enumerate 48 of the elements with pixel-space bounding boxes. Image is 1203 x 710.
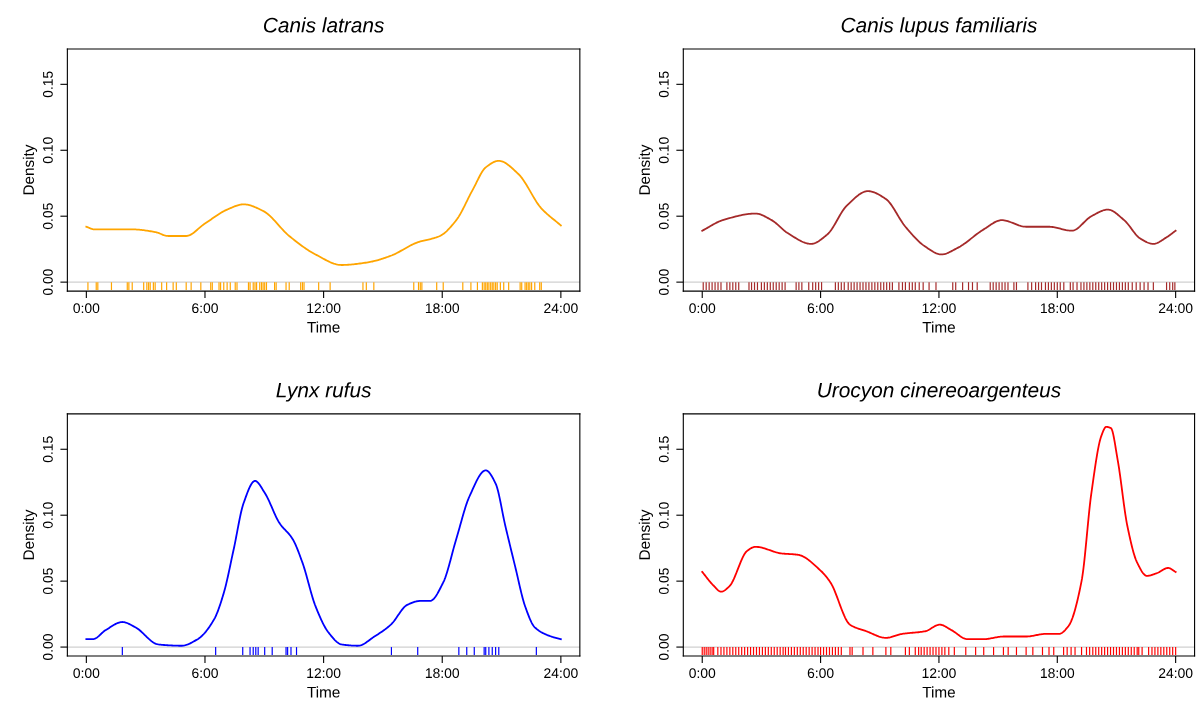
y-tick-label: 0.15: [42, 71, 53, 98]
x-axis-title: Time: [307, 686, 340, 698]
x-tick-label: 24:00: [544, 668, 578, 679]
chart-title: Urocyon cinereoargenteus: [818, 382, 1061, 402]
x-tick-label: 6:00: [192, 303, 218, 314]
chart-title: Lynx rufus: [276, 382, 372, 402]
x-tick-label: 6:00: [807, 303, 834, 314]
x-tick-label: 12:00: [922, 303, 956, 314]
y-tick-label: 0.05: [658, 568, 669, 595]
chart-title: Canis latrans: [263, 17, 384, 33]
x-tick-label: 18:00: [1040, 668, 1075, 679]
y-tick-label: 0.15: [658, 436, 669, 463]
y-tick-label: 0.00: [42, 269, 53, 296]
x-tick-label: 18:00: [425, 668, 460, 679]
y-tick-label: 0.05: [658, 203, 669, 230]
x-tick-label: 0:00: [73, 668, 100, 679]
x-tick-label: 18:00: [1040, 303, 1075, 314]
x-tick-label: 6:00: [807, 668, 834, 679]
y-tick-label: 0.05: [42, 203, 53, 230]
x-axis-title: Time: [922, 686, 955, 698]
y-tick-label: 0.15: [658, 71, 669, 98]
x-axis-title: Time: [922, 321, 955, 333]
chart-title: Canis lupus familiaris: [841, 17, 1037, 37]
x-tick-label: 12:00: [922, 668, 956, 679]
x-tick-label: 24:00: [544, 303, 578, 314]
y-tick-label: 0.10: [658, 502, 669, 529]
y-tick-label: 0.15: [42, 436, 53, 463]
y-tick-label: 0.10: [658, 137, 669, 164]
x-tick-label: 18:00: [425, 303, 460, 314]
x-tick-label: 24:00: [1158, 668, 1193, 679]
y-axis-title: Density: [638, 144, 653, 195]
y-axis-title: Density: [638, 509, 653, 560]
y-tick-label: 0.10: [42, 137, 53, 164]
y-tick-label: 0.10: [42, 502, 53, 529]
x-tick-label: 0:00: [73, 303, 100, 314]
x-tick-label: 24:00: [1158, 303, 1193, 314]
x-tick-label: 0:00: [689, 668, 716, 679]
y-axis-title: Density: [22, 144, 38, 195]
x-tick-label: 12:00: [307, 668, 341, 679]
x-tick-label: 0:00: [689, 303, 716, 314]
y-tick-label: 0.00: [42, 634, 53, 661]
y-tick-label: 0.00: [658, 269, 669, 296]
y-axis-title: Density: [22, 509, 38, 560]
x-axis-title: Time: [307, 321, 340, 333]
y-tick-label: 0.00: [658, 634, 669, 661]
x-tick-label: 12:00: [307, 303, 341, 314]
x-tick-label: 6:00: [192, 668, 218, 679]
y-tick-label: 0.05: [42, 568, 53, 595]
